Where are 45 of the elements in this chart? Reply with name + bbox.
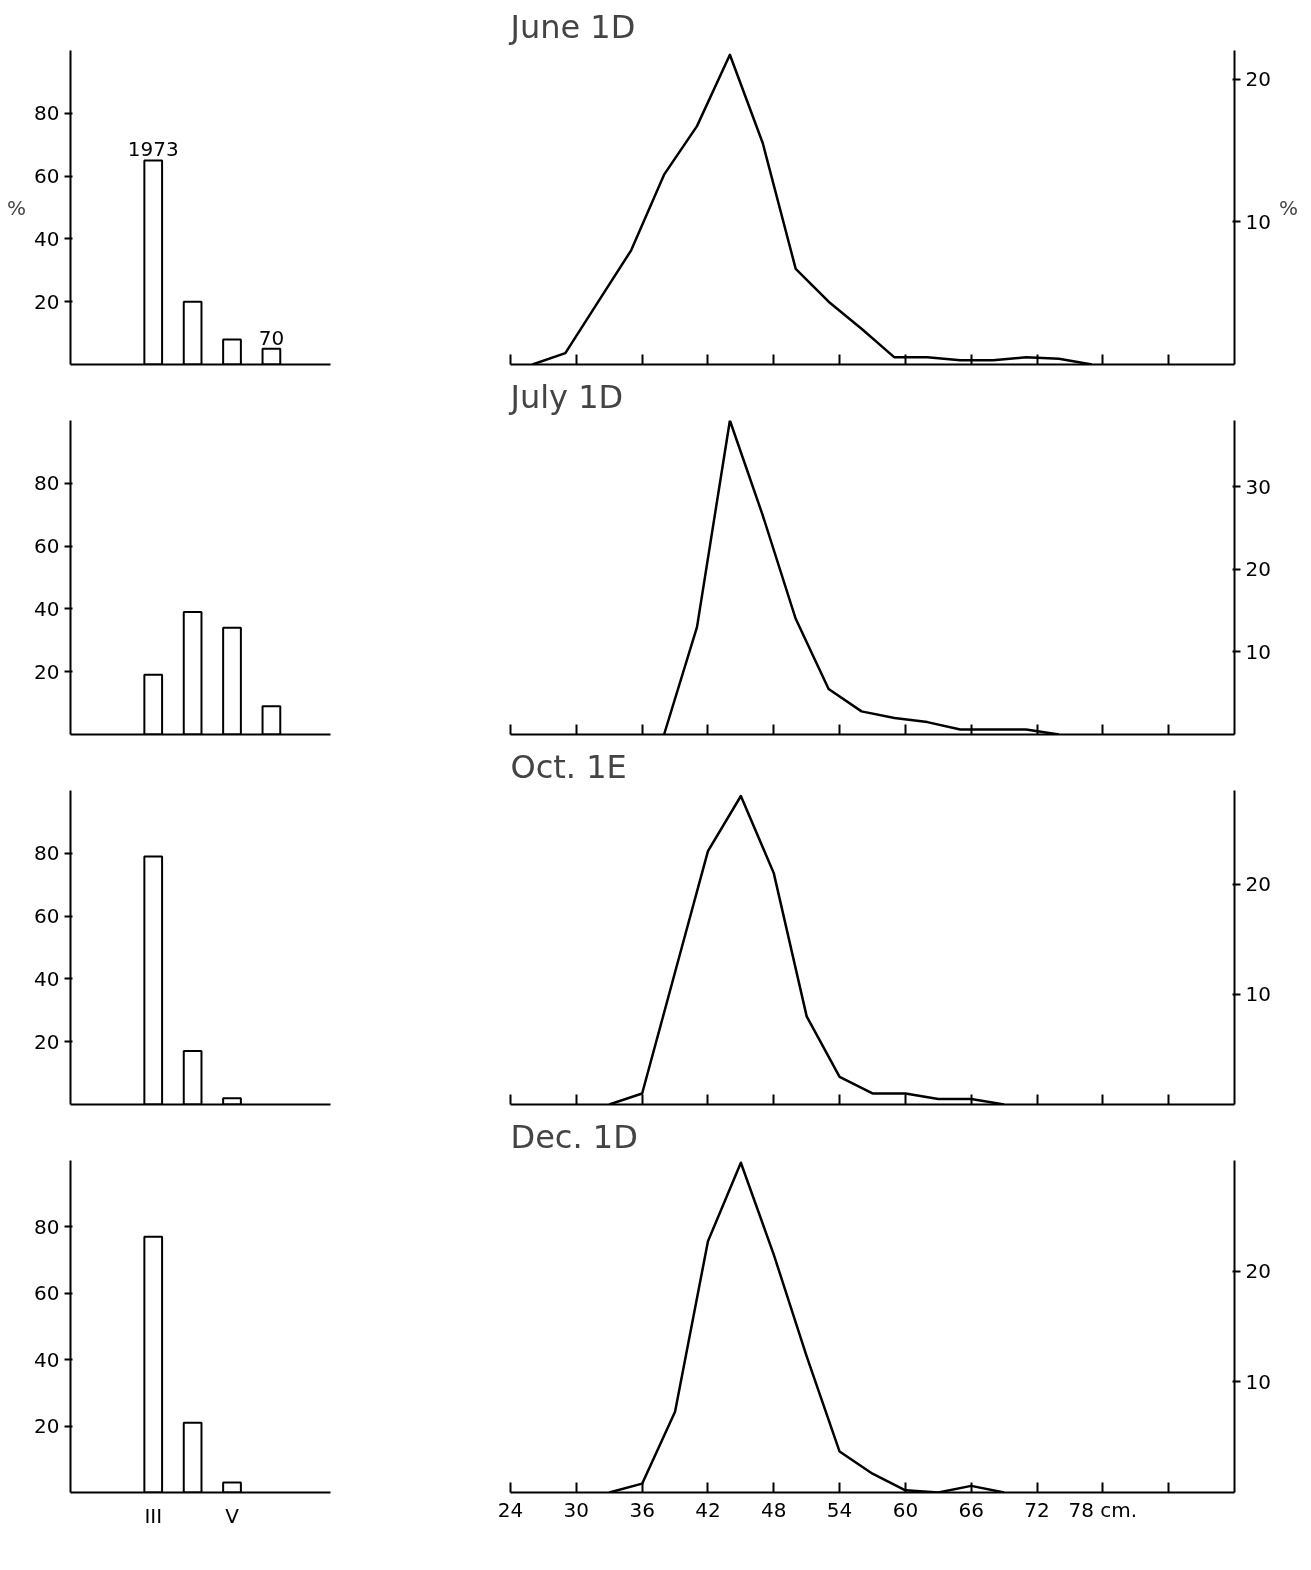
y-tick-label: 40: [34, 226, 60, 251]
y-tick-label: 10: [1245, 1369, 1271, 1394]
annotation: 1973: [127, 137, 179, 162]
x-tick-label: III: [144, 1503, 163, 1528]
y-tick-label: 60: [34, 164, 60, 189]
chart-title: July 1D: [508, 377, 624, 416]
x-tick-label: 78 cm.: [1068, 1497, 1138, 1522]
x-tick-label: 30: [563, 1497, 590, 1522]
x-tick-label: 48: [761, 1497, 787, 1522]
y-tick-label: 30: [1245, 474, 1271, 499]
y-tick-label: 10: [1245, 209, 1271, 234]
y-tick-label: 60: [34, 904, 60, 929]
y-tick-label: 40: [34, 966, 60, 991]
y-tick-label: 20: [1245, 1259, 1271, 1284]
x-tick-label: 24: [497, 1497, 524, 1522]
y-tick-label: 60: [34, 1281, 60, 1306]
y-tick-label: 60: [34, 534, 60, 559]
y-tick-label: 80: [34, 471, 60, 496]
y-tick-label: 20: [34, 659, 60, 684]
y-tick-label: 20: [34, 1414, 60, 1439]
chart-title: Oct. 1E: [510, 747, 627, 786]
x-tick-label: 42: [695, 1497, 721, 1522]
x-tick-label: 36: [629, 1497, 655, 1522]
y-tick-label: 10: [1245, 639, 1271, 664]
x-tick-label: 54: [826, 1497, 853, 1522]
y-tick-label: 80: [34, 1214, 60, 1239]
y-axis-title: %: [1278, 195, 1298, 220]
y-tick-label: 80: [34, 101, 60, 126]
y-tick-label: 20: [1245, 872, 1271, 897]
y-tick-label: 20: [34, 289, 60, 314]
x-tick-label: 72: [1024, 1497, 1050, 1522]
y-tick-label: 40: [34, 596, 60, 621]
chart-title: Dec. 1D: [510, 1117, 638, 1156]
y-tick-label: 20: [1245, 67, 1271, 92]
annotation: 70: [258, 325, 285, 350]
y-tick-label: 10: [1245, 982, 1271, 1007]
y-tick-label: 20: [34, 1029, 60, 1054]
y-tick-label: 20: [1245, 557, 1271, 582]
x-tick-label: 60: [892, 1497, 919, 1522]
x-tick-label: 66: [958, 1497, 984, 1522]
chart-title: June 1D: [508, 7, 636, 46]
y-tick-label: 40: [34, 1347, 60, 1372]
x-tick-label: V: [225, 1503, 240, 1528]
y-tick-label: 80: [34, 841, 60, 866]
y-axis-title: %: [7, 195, 27, 220]
